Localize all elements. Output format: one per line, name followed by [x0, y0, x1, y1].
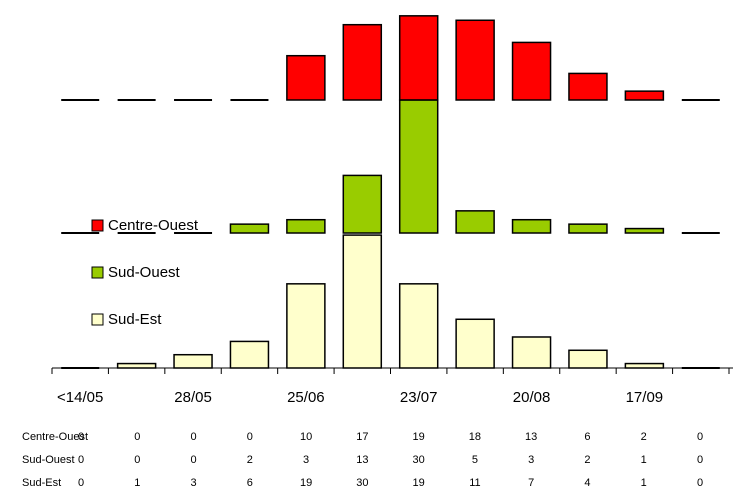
bar — [342, 174, 383, 234]
table-cell: 0 — [78, 454, 84, 466]
table-cell: 0 — [78, 431, 84, 443]
table-cell: 3 — [528, 454, 534, 466]
bar — [173, 353, 213, 369]
bar — [398, 283, 439, 369]
table-row-label: Sud-Ouest — [22, 454, 75, 466]
bar — [398, 99, 439, 234]
bar — [624, 90, 665, 101]
table-cell: 5 — [472, 454, 478, 466]
table-cell: 7 — [528, 477, 534, 489]
bar — [342, 23, 383, 101]
table-cell: 30 — [413, 454, 425, 466]
bar — [455, 19, 495, 101]
table-cell: 19 — [300, 477, 312, 489]
bar — [511, 218, 552, 234]
table-cell: 0 — [190, 431, 196, 443]
legend-swatch — [91, 266, 104, 279]
table-cell: 6 — [247, 477, 253, 489]
bar — [342, 234, 383, 369]
table-cell: 1 — [641, 454, 647, 466]
bar — [511, 41, 552, 101]
x-tick-label: 20/08 — [513, 389, 551, 406]
table-cell: 17 — [356, 431, 368, 443]
table-cell: 11 — [469, 477, 480, 489]
x-tick-label: 17/09 — [626, 389, 664, 406]
bar — [286, 218, 326, 234]
table-cell: 0 — [190, 454, 196, 466]
bar — [398, 15, 439, 101]
table-cell: 4 — [584, 477, 590, 489]
bar — [624, 362, 665, 369]
bar — [116, 362, 157, 369]
bar — [568, 72, 608, 101]
table-cell: 0 — [78, 477, 84, 489]
table-cell: 18 — [469, 431, 481, 443]
legend-label: Centre-Ouest — [108, 217, 199, 234]
bar — [286, 283, 326, 369]
bar — [286, 54, 326, 101]
bar — [229, 340, 270, 369]
bar — [455, 318, 495, 369]
bar — [511, 336, 552, 369]
table-cell: 3 — [190, 477, 196, 489]
table-cell: 19 — [413, 477, 425, 489]
table-cell: 0 — [697, 431, 703, 443]
table-cell: 2 — [641, 431, 647, 443]
x-tick-label: 23/07 — [400, 389, 438, 406]
table-cell: 10 — [300, 431, 312, 443]
table-cell: 0 — [134, 454, 140, 466]
table-cell: 3 — [303, 454, 309, 466]
x-tick-label: 25/06 — [287, 389, 325, 406]
legend-label: Sud-Est — [108, 311, 162, 328]
table-cell: 6 — [584, 431, 590, 443]
table-cell: 1 — [134, 477, 140, 489]
bar — [229, 223, 270, 234]
x-tick-label: <14/05 — [57, 389, 103, 406]
bar — [568, 349, 608, 369]
legend-label: Sud-Ouest — [108, 264, 181, 281]
table-cell: 0 — [697, 454, 703, 466]
table-cell: 1 — [641, 477, 647, 489]
x-tick-label: 28/05 — [174, 389, 212, 406]
table-cell: 0 — [134, 431, 140, 443]
table-cell: 19 — [413, 431, 425, 443]
table-cell: 13 — [525, 431, 537, 443]
legend-swatch — [91, 313, 104, 326]
table-cell: 0 — [247, 431, 253, 443]
table-cell: 0 — [697, 477, 703, 489]
bar — [455, 210, 495, 234]
table-cell: 2 — [247, 454, 253, 466]
table-row-label: Centre-Ouest — [22, 431, 88, 443]
legend-swatch — [91, 219, 104, 232]
bar — [624, 227, 665, 234]
table-cell: 2 — [584, 454, 590, 466]
bar — [568, 223, 608, 234]
table-cell: 30 — [356, 477, 368, 489]
table-cell: 13 — [356, 454, 368, 466]
table-row-label: Sud-Est — [22, 477, 61, 489]
